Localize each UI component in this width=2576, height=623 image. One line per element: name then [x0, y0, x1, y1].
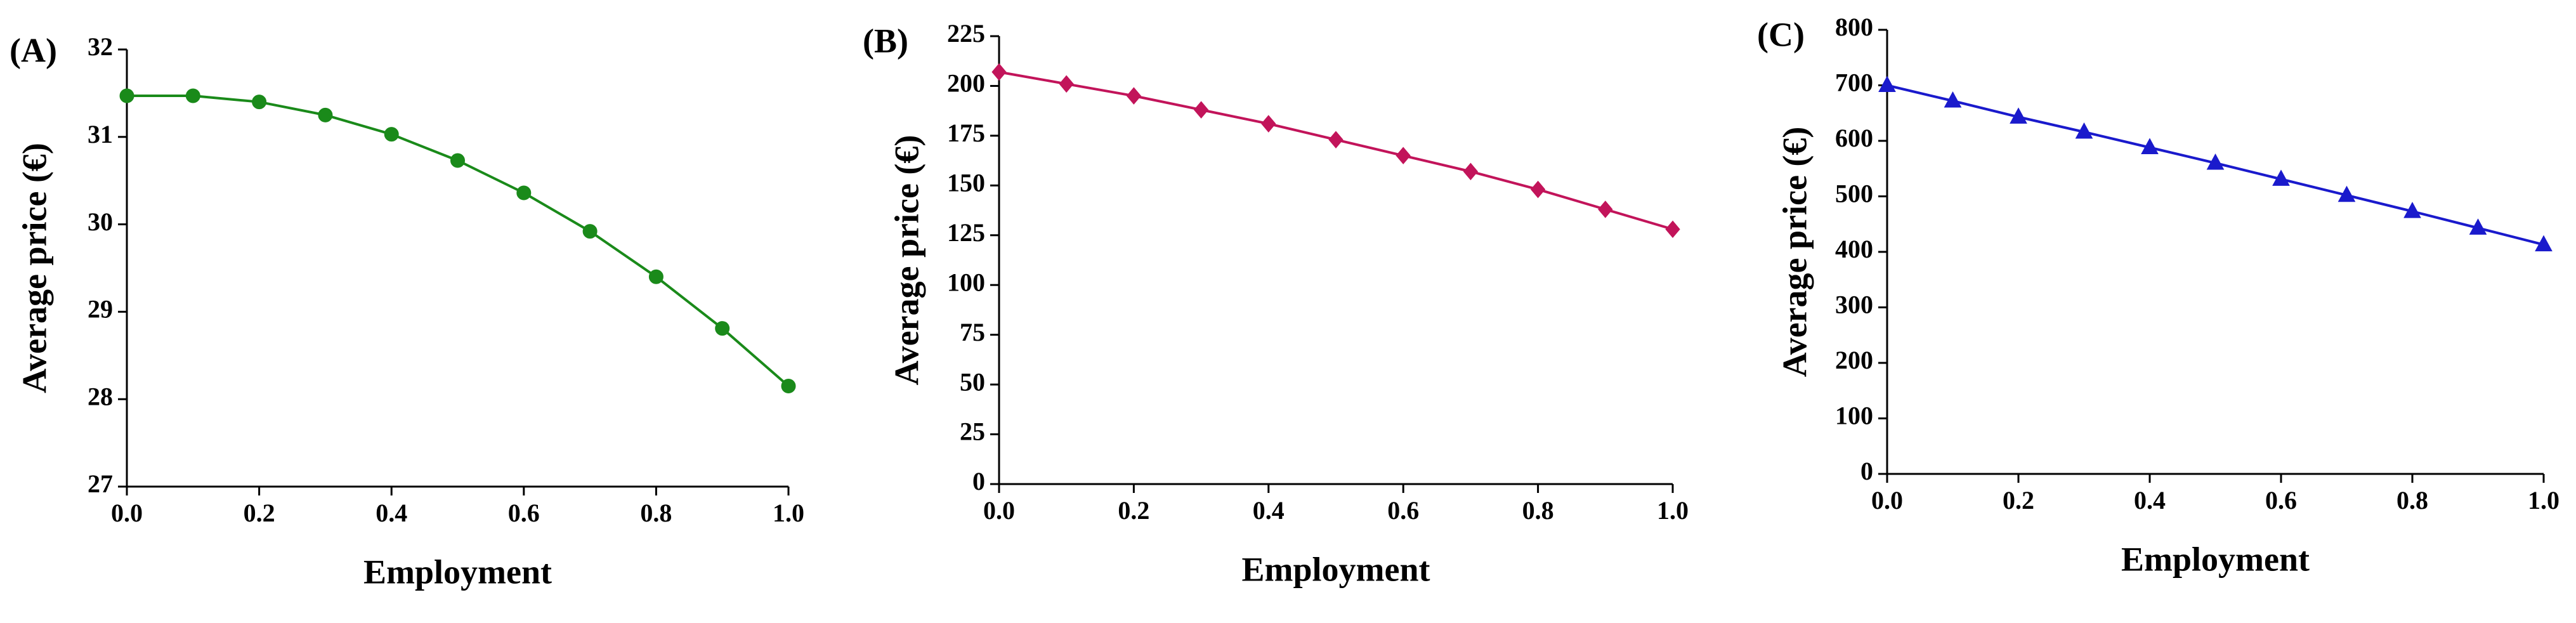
data-point [1328, 131, 1344, 148]
panel: (A) 27 28 29 30 31 32 0.0 0.2 0.4 0.6 0.8 1.0 Employm… [10, 31, 804, 591]
panel: (B) 0 25 50 75 100 125 150 175 200 225 0.0 0.2 0.4 0.6… [863, 19, 1689, 588]
x-tick-label: 0.2 [2003, 486, 2034, 515]
y-tick-label: 75 [960, 318, 985, 346]
data-point [1944, 91, 1962, 108]
y-axis-title: Average price (€) [15, 143, 53, 393]
data-point [582, 224, 598, 239]
y-tick-label: 100 [947, 268, 985, 296]
data-point [2272, 169, 2290, 186]
data-point [252, 95, 267, 110]
y-tick-label: 50 [960, 367, 985, 396]
x-tick-label: 0.0 [983, 496, 1015, 525]
data-point [2403, 202, 2421, 218]
data-point [2337, 185, 2356, 202]
data-point [2010, 107, 2027, 124]
data-point [185, 88, 200, 103]
x-tick-label: 0.8 [1522, 496, 1554, 525]
panel-label: (B) [863, 22, 908, 60]
panel-label: (A) [10, 31, 57, 69]
data-point [781, 379, 796, 394]
y-tick-label: 125 [947, 218, 985, 247]
data-point [1598, 200, 1613, 218]
data-point [2206, 153, 2225, 170]
x-axis-title: Employment [1242, 550, 1430, 588]
y-tick-label: 25 [960, 417, 985, 446]
y-tick-label: 500 [1835, 180, 1873, 208]
data-point [450, 153, 465, 168]
y-tick-label: 200 [947, 69, 985, 98]
data-point [318, 107, 333, 122]
data-point [715, 321, 730, 336]
x-tick-label: 0.8 [2396, 486, 2428, 515]
y-tick-label: 150 [947, 169, 985, 197]
data-point [1463, 162, 1479, 181]
x-tick-label: 0.6 [1387, 496, 1419, 525]
y-tick-label: 800 [1835, 13, 1873, 41]
x-tick-label: 0.6 [508, 499, 540, 527]
data-point [2075, 122, 2093, 139]
y-tick-label: 100 [1835, 402, 1873, 430]
y-tick-label: 30 [88, 207, 113, 236]
data-point [384, 127, 399, 142]
y-tick-label: 600 [1835, 124, 1873, 152]
y-tick-label: 175 [947, 119, 985, 147]
panel: (C) 0 100 200 300 400 500 600 700 800 0.0 0.2 0.4 0.6… [1757, 13, 2560, 578]
y-tick-label: 29 [88, 295, 113, 324]
x-tick-label: 1.0 [773, 499, 804, 527]
data-point [119, 88, 134, 103]
x-tick-label: 0.4 [376, 499, 407, 527]
y-tick-label: 700 [1835, 69, 1873, 97]
y-axis-title: Average price (€) [1775, 127, 1814, 377]
y-tick-label: 400 [1835, 235, 1873, 263]
data-point [1193, 101, 1209, 119]
data-point [2141, 138, 2159, 154]
data-point [1396, 147, 1411, 165]
x-tick-label: 0.8 [640, 499, 672, 527]
x-tick-label: 0.4 [2134, 486, 2166, 515]
y-tick-label: 225 [947, 19, 985, 48]
y-tick-label: 0 [972, 467, 985, 495]
x-tick-label: 0.2 [244, 499, 275, 527]
y-tick-label: 28 [88, 382, 113, 410]
data-line [998, 70, 1673, 231]
y-tick-label: 200 [1835, 346, 1873, 374]
data-point [1665, 220, 1680, 239]
data-point [2535, 235, 2553, 252]
y-tick-label: 32 [88, 32, 113, 61]
y-tick-label: 27 [88, 469, 113, 498]
data-point [991, 63, 1007, 81]
x-tick-label: 1.0 [1657, 496, 1689, 525]
y-tick-label: 0 [1860, 457, 1873, 485]
x-tick-label: 0.4 [1253, 496, 1285, 525]
x-axis-title: Employment [363, 553, 552, 591]
x-tick-label: 0.0 [1871, 486, 1903, 515]
data-point [648, 269, 664, 284]
data-point [516, 185, 532, 200]
data-point [2469, 218, 2487, 235]
data-point [1059, 75, 1074, 93]
x-axis-title: Employment [2121, 540, 2310, 578]
data-line [127, 95, 790, 388]
x-tick-label: 0.6 [2265, 486, 2297, 515]
y-tick-label: 31 [88, 120, 113, 148]
x-tick-label: 0.2 [1118, 496, 1149, 525]
y-tick-label: 300 [1835, 291, 1873, 319]
data-point [1126, 87, 1142, 105]
data-point [1878, 75, 1896, 92]
x-tick-label: 0.0 [111, 499, 143, 527]
y-axis-title: Average price (€) [887, 135, 925, 386]
x-tick-label: 1.0 [2528, 486, 2560, 515]
data-point [1530, 180, 1546, 199]
panel-label: (C) [1757, 15, 1805, 53]
data-point [1261, 115, 1276, 133]
